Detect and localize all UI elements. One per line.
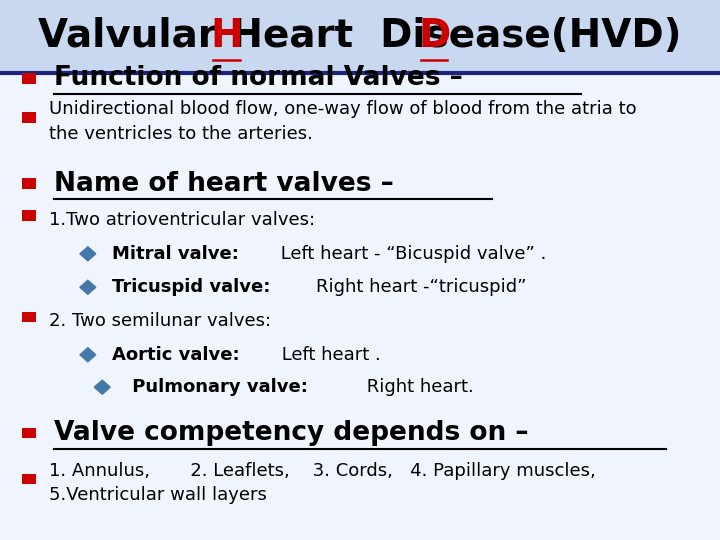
FancyBboxPatch shape bbox=[0, 73, 720, 540]
Polygon shape bbox=[80, 247, 96, 261]
Text: 1.Two atrioventricular valves:: 1.Two atrioventricular valves: bbox=[49, 211, 315, 229]
Polygon shape bbox=[94, 380, 110, 394]
FancyBboxPatch shape bbox=[22, 112, 36, 123]
Text: Pulmonary valve:: Pulmonary valve: bbox=[126, 378, 308, 396]
Text: Aortic valve:: Aortic valve: bbox=[112, 346, 239, 364]
Text: H: H bbox=[210, 17, 243, 56]
FancyBboxPatch shape bbox=[22, 428, 36, 438]
Text: 1. Annulus,       2. Leaflets,    3. Cords,   4. Papillary muscles,
5.Ventricula: 1. Annulus, 2. Leaflets, 3. Cords, 4. Pa… bbox=[49, 462, 595, 504]
Text: Mitral valve:: Mitral valve: bbox=[112, 245, 238, 263]
Text: 2. Two semilunar valves:: 2. Two semilunar valves: bbox=[49, 312, 271, 330]
Text: Valve competency depends on –: Valve competency depends on – bbox=[54, 420, 528, 446]
Polygon shape bbox=[80, 280, 96, 294]
Text: Right heart -“tricuspid”: Right heart -“tricuspid” bbox=[316, 278, 526, 296]
Text: Left heart .: Left heart . bbox=[276, 346, 381, 364]
Text: Left heart - “Bicuspid valve” .: Left heart - “Bicuspid valve” . bbox=[275, 245, 546, 263]
Text: Unidirectional blood flow, one-way flow of blood from the atria to
the ventricle: Unidirectional blood flow, one-way flow … bbox=[49, 100, 636, 143]
FancyBboxPatch shape bbox=[22, 210, 36, 221]
FancyBboxPatch shape bbox=[22, 178, 36, 189]
Text: Right heart.: Right heart. bbox=[361, 378, 474, 396]
Text: Tricuspid valve:: Tricuspid valve: bbox=[112, 278, 270, 296]
Text: Function of normal Valves –: Function of normal Valves – bbox=[54, 65, 463, 91]
FancyBboxPatch shape bbox=[22, 73, 36, 84]
Polygon shape bbox=[80, 348, 96, 362]
FancyBboxPatch shape bbox=[0, 0, 720, 73]
Text: D: D bbox=[418, 17, 450, 56]
FancyBboxPatch shape bbox=[22, 474, 36, 484]
FancyBboxPatch shape bbox=[22, 312, 36, 322]
Text: Valvular Heart  Disease(HVD): Valvular Heart Disease(HVD) bbox=[38, 17, 682, 56]
Text: Name of heart valves –: Name of heart valves – bbox=[54, 171, 394, 197]
